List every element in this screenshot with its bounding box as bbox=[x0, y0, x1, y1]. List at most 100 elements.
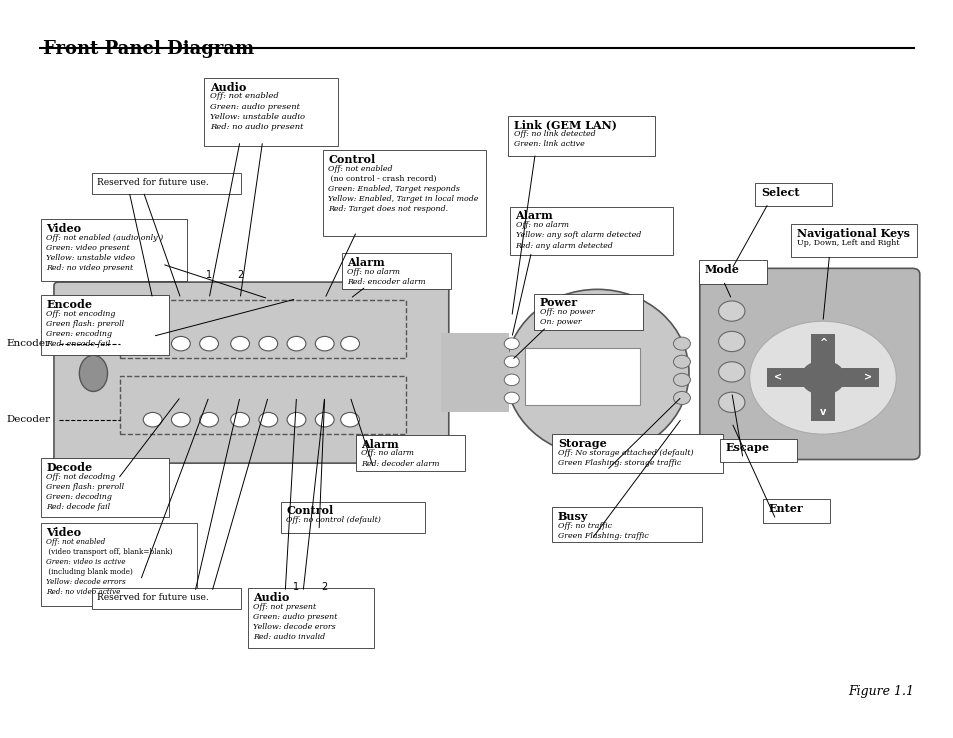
Text: Alarm: Alarm bbox=[515, 210, 553, 221]
FancyBboxPatch shape bbox=[355, 435, 464, 471]
Circle shape bbox=[199, 413, 218, 427]
Text: Encode: Encode bbox=[47, 299, 92, 310]
Circle shape bbox=[231, 413, 250, 427]
Text: Escape: Escape bbox=[724, 442, 768, 453]
Text: Red: encode fail: Red: encode fail bbox=[47, 340, 111, 348]
Circle shape bbox=[258, 337, 277, 351]
Text: Off: no traffic: Off: no traffic bbox=[558, 522, 611, 530]
Text: Off: no alarm: Off: no alarm bbox=[515, 221, 568, 230]
FancyBboxPatch shape bbox=[322, 151, 486, 236]
Bar bbox=[841, 368, 879, 387]
Circle shape bbox=[231, 337, 250, 351]
Circle shape bbox=[718, 301, 744, 321]
Text: Reserved for future use.: Reserved for future use. bbox=[97, 593, 209, 601]
Text: Enter: Enter bbox=[767, 503, 802, 514]
Text: <: < bbox=[773, 373, 781, 383]
Text: Decoder: Decoder bbox=[7, 415, 51, 424]
Text: Mode: Mode bbox=[703, 264, 739, 275]
Text: Yellow: decode erors: Yellow: decode erors bbox=[253, 623, 335, 631]
Circle shape bbox=[718, 392, 744, 413]
FancyBboxPatch shape bbox=[552, 507, 701, 542]
Text: 1: 1 bbox=[294, 582, 299, 592]
FancyBboxPatch shape bbox=[248, 588, 374, 648]
Text: Front Panel Diagram: Front Panel Diagram bbox=[43, 40, 253, 58]
Text: Video: Video bbox=[47, 527, 81, 538]
Circle shape bbox=[172, 413, 190, 427]
Bar bbox=[766, 368, 803, 387]
FancyBboxPatch shape bbox=[719, 438, 796, 462]
Text: Green: audio present: Green: audio present bbox=[210, 103, 299, 111]
Text: 2: 2 bbox=[321, 582, 328, 592]
Text: Green Flashing: storage traffic: Green Flashing: storage traffic bbox=[558, 459, 680, 467]
Bar bbox=[810, 334, 834, 363]
Text: Green: encoding: Green: encoding bbox=[47, 330, 112, 338]
FancyBboxPatch shape bbox=[91, 588, 241, 610]
Text: Yellow: decode errors: Yellow: decode errors bbox=[47, 579, 126, 586]
FancyBboxPatch shape bbox=[534, 294, 642, 330]
Text: Yellow: unstable audio: Yellow: unstable audio bbox=[210, 113, 305, 121]
Text: (no control - crash record): (no control - crash record) bbox=[328, 175, 436, 183]
Text: Off: not enabled (audio only ): Off: not enabled (audio only ) bbox=[47, 234, 164, 241]
FancyBboxPatch shape bbox=[91, 173, 241, 195]
Circle shape bbox=[749, 321, 896, 434]
FancyBboxPatch shape bbox=[54, 282, 448, 463]
FancyBboxPatch shape bbox=[41, 219, 187, 281]
Circle shape bbox=[340, 413, 359, 427]
Text: 2: 2 bbox=[236, 270, 243, 280]
Text: Red: Target does not respond.: Red: Target does not respond. bbox=[328, 205, 448, 213]
Text: Off: no link detected: Off: no link detected bbox=[513, 130, 595, 138]
Text: Link (GEM LAN): Link (GEM LAN) bbox=[513, 119, 616, 130]
Text: Off: no power: Off: no power bbox=[539, 308, 594, 316]
Text: Off: not enabled: Off: not enabled bbox=[47, 538, 106, 545]
Bar bbox=[120, 300, 406, 358]
Text: Power: Power bbox=[539, 297, 578, 308]
Circle shape bbox=[143, 337, 162, 351]
FancyBboxPatch shape bbox=[41, 295, 169, 354]
Circle shape bbox=[287, 337, 306, 351]
Circle shape bbox=[504, 392, 518, 404]
Circle shape bbox=[718, 331, 744, 351]
Circle shape bbox=[504, 374, 518, 386]
Text: >: > bbox=[863, 373, 871, 383]
Circle shape bbox=[199, 337, 218, 351]
FancyBboxPatch shape bbox=[441, 333, 509, 413]
Text: Green: Enabled, Target responds: Green: Enabled, Target responds bbox=[328, 185, 460, 193]
Text: Red: encoder alarm: Red: encoder alarm bbox=[347, 277, 425, 286]
Text: Up, Down, Left and Right: Up, Down, Left and Right bbox=[796, 238, 899, 246]
Text: Red: audio invalid: Red: audio invalid bbox=[253, 633, 325, 641]
Circle shape bbox=[504, 356, 518, 368]
Text: Yellow: unstable video: Yellow: unstable video bbox=[47, 254, 135, 262]
Text: Reserved for future use.: Reserved for future use. bbox=[97, 178, 209, 187]
Text: Off: no control (default): Off: no control (default) bbox=[286, 516, 380, 524]
Text: Off: not enabled: Off: not enabled bbox=[210, 92, 278, 100]
FancyBboxPatch shape bbox=[552, 434, 722, 473]
Text: Yellow: Enabled, Target in local mode: Yellow: Enabled, Target in local mode bbox=[328, 196, 478, 203]
Circle shape bbox=[143, 413, 162, 427]
Text: Control: Control bbox=[328, 154, 375, 165]
Text: 1: 1 bbox=[206, 270, 212, 280]
Text: Off: not encoding: Off: not encoding bbox=[47, 310, 115, 317]
Text: (video transport off, blank=blank): (video transport off, blank=blank) bbox=[47, 548, 172, 556]
Text: Red: no video present: Red: no video present bbox=[47, 264, 133, 272]
Text: Red: no audio present: Red: no audio present bbox=[210, 123, 303, 131]
Circle shape bbox=[718, 362, 744, 382]
FancyBboxPatch shape bbox=[204, 78, 337, 146]
FancyBboxPatch shape bbox=[524, 348, 639, 405]
FancyBboxPatch shape bbox=[509, 207, 673, 255]
Circle shape bbox=[800, 360, 844, 395]
Circle shape bbox=[258, 413, 277, 427]
Bar bbox=[810, 392, 834, 421]
FancyBboxPatch shape bbox=[41, 523, 196, 606]
Text: Control: Control bbox=[286, 505, 333, 516]
Text: Green: audio present: Green: audio present bbox=[253, 613, 337, 621]
FancyBboxPatch shape bbox=[790, 224, 916, 258]
FancyBboxPatch shape bbox=[762, 500, 830, 523]
Text: Red: any alarm detected: Red: any alarm detected bbox=[515, 241, 613, 249]
Text: Off: no alarm: Off: no alarm bbox=[361, 449, 414, 458]
Text: Green: video is active: Green: video is active bbox=[47, 558, 126, 566]
Text: Red: decode fail: Red: decode fail bbox=[47, 503, 111, 511]
Circle shape bbox=[673, 373, 690, 387]
Text: (including blank mode): (including blank mode) bbox=[47, 568, 133, 576]
Text: Green: video present: Green: video present bbox=[47, 244, 130, 252]
Bar bbox=[120, 376, 406, 434]
